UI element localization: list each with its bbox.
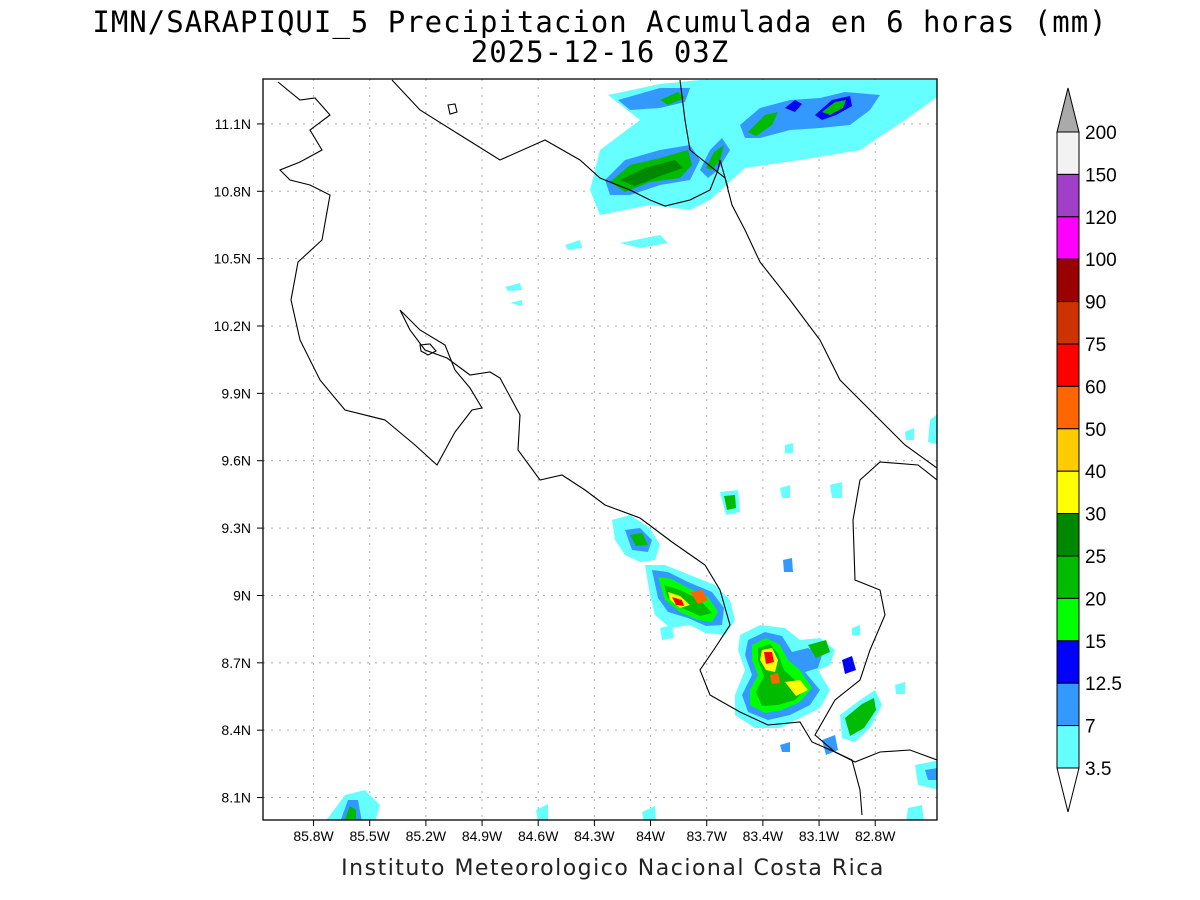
colorbar-label: 200	[1085, 123, 1117, 144]
colorbar-label: 75	[1085, 335, 1106, 356]
colorbar-label: 120	[1085, 208, 1117, 229]
lon-tick-label: 84.6W	[518, 828, 559, 844]
colorbar-label: 90	[1085, 293, 1106, 314]
pacific-coast	[277, 81, 863, 816]
lat-tick-label: 10.2N	[214, 318, 251, 334]
colorbar: 200 150 120 100 90 75 60 50 40 30 25 20 15 12.5 7 3.5	[1056, 87, 1122, 813]
lat-tick-label: 9.9N	[221, 385, 251, 401]
precip-area-south	[326, 443, 937, 820]
lon-tick-label: 84.3W	[574, 828, 615, 844]
colorbar-label: 40	[1085, 462, 1106, 483]
lon-tick-label: 84.9W	[462, 828, 503, 844]
lat-tick-label: 9.3N	[221, 520, 251, 536]
lat-tick-label: 9.6N	[221, 453, 251, 469]
precip-area-north	[505, 80, 937, 445]
colorbar-swatch	[1056, 385, 1080, 430]
colorbar-over-arrow	[1056, 87, 1080, 133]
colorbar-swatch	[1056, 513, 1080, 557]
lon-tick-label: 85.2W	[406, 828, 447, 844]
colorbar-label: 20	[1085, 589, 1106, 610]
map-frame	[262, 78, 938, 821]
lon-tick-label: 83.7W	[686, 828, 727, 844]
colorbar-label: 12.5	[1085, 674, 1122, 695]
island	[419, 343, 437, 356]
colorbar-swatch	[1056, 640, 1080, 684]
colorbar-swatch	[1056, 343, 1080, 387]
colorbar-label: 30	[1085, 505, 1106, 526]
colorbar-swatch	[1056, 682, 1080, 727]
map-axes: 85.8W 85.5W 85.2W 84.9W 84.6W 84.3W 84W 83.7W 83…	[214, 116, 897, 844]
panama-border	[814, 461, 937, 763]
lon-tick-label: 84W	[636, 828, 666, 844]
colorbar-swatch	[1056, 301, 1080, 345]
colorbar-label: 150	[1085, 165, 1117, 186]
colorbar-swatch	[1056, 173, 1080, 218]
map-title: IMN/SARAPIQUI_5 Precipitacion Acumulada …	[92, 5, 1108, 39]
colorbar-label: 60	[1085, 377, 1106, 398]
lon-tick-label: 82.8W	[855, 828, 896, 844]
colorbar-swatch	[1056, 725, 1080, 769]
lon-tick-label: 85.5W	[349, 828, 390, 844]
nicaragua-border	[391, 79, 729, 207]
lat-tick-label: 8.4N	[221, 722, 251, 738]
colorbar-under-arrow	[1056, 767, 1080, 813]
colorbar-swatch	[1056, 131, 1080, 175]
lat-tick-label: 10.8N	[214, 183, 251, 199]
colorbar-swatch	[1056, 258, 1080, 303]
lon-tick-label: 83.4W	[743, 828, 784, 844]
caribbean-coast	[679, 79, 937, 469]
lat-tick-label: 8.1N	[221, 790, 251, 806]
colorbar-label: 3.5	[1085, 759, 1111, 780]
precipitation-field	[326, 80, 937, 820]
coastlines	[277, 79, 937, 816]
lat-tick-label: 10.5N	[214, 251, 251, 267]
colorbar-label: 25	[1085, 547, 1106, 568]
lat-tick-label: 11.1N	[215, 116, 251, 132]
colorbar-swatch	[1056, 555, 1080, 599]
lat-tick-label: 9N	[233, 587, 251, 603]
colorbar-swatch	[1056, 597, 1080, 642]
lat-tick-label: 8.7N	[221, 655, 251, 671]
colorbar-swatch	[1056, 428, 1080, 472]
colorbar-label: 15	[1085, 632, 1106, 653]
lon-tick-label: 85.8W	[293, 828, 334, 844]
colorbar-swatch	[1056, 470, 1080, 515]
footer-credit: Instituto Meteorologico Nacional Costa R…	[341, 856, 885, 881]
colorbar-label: 100	[1085, 250, 1117, 271]
lon-tick-label: 83.1W	[799, 828, 840, 844]
colorbar-swatch	[1056, 216, 1080, 260]
map-valid-time: 2025-12-16 03Z	[470, 35, 730, 69]
lake-shore	[447, 103, 458, 115]
colorbar-label: 50	[1085, 420, 1106, 441]
colorbar-label: 7	[1085, 717, 1096, 738]
